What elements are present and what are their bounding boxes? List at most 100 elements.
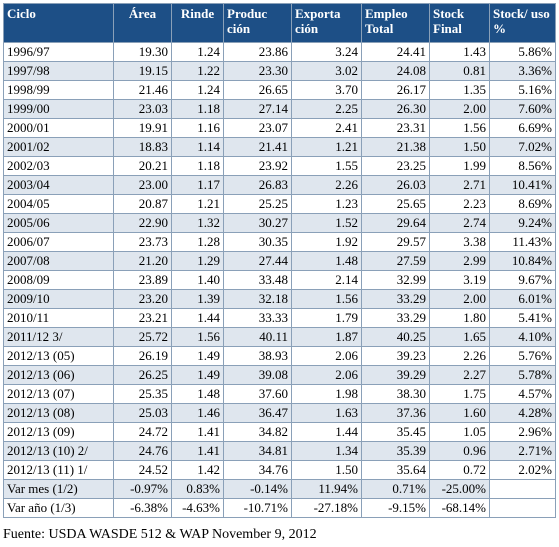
table-row: 2011/12 3/25.72 1.56 40.11 1.87 40.25 1.65 4.1…: [3, 327, 556, 347]
row-label-cell: 2006/07: [3, 232, 114, 252]
table-cell: [489, 479, 556, 499]
row-label-cell: 2012/13 (11) 1/: [3, 460, 114, 480]
table-cell: 2.00: [429, 289, 490, 309]
table-cell: 39.23: [361, 346, 430, 366]
table-cell: 3.38: [429, 232, 490, 252]
table-cell: 23.20: [113, 289, 172, 309]
table-row: 2012/13 (10) 2/24.76 1.41 34.81 1.34 35.39 0.…: [3, 441, 556, 461]
row-label-cell: 2011/12 3/: [3, 327, 114, 347]
table-cell: 4.28%: [489, 403, 556, 423]
table-cell: 29.57: [361, 232, 430, 252]
table-row: 2012/13 (06) 26.25 1.49 39.08 2.06 39.29 2.27 5…: [3, 365, 556, 385]
table-cell: 24.08: [361, 61, 430, 81]
table-cell: 27.44: [223, 251, 292, 271]
table-cell: 7.02%: [489, 137, 556, 157]
table-cell: 23.30: [223, 61, 292, 81]
table-cell: 1.32: [171, 213, 224, 233]
table-cell: 22.90: [113, 213, 172, 233]
table-cell: 11.94%: [291, 479, 362, 499]
table-cell: 38.30: [361, 384, 430, 404]
table-cell: 26.83: [223, 175, 292, 195]
table-row: 2002/03 20.21 1.18 23.92 1.55 23.25 1.99 8.56%: [3, 156, 556, 176]
table-cell: -9.15%: [361, 498, 430, 518]
table-row: 2012/13 (11) 1/24.52 1.42 34.76 1.50 35.64 0.…: [3, 460, 556, 480]
table-cell: 24.72: [113, 422, 172, 442]
table-cell: 1.50: [291, 460, 362, 480]
table-cell: 19.30: [113, 42, 172, 62]
row-label-cell: 2012/13 (06): [3, 365, 114, 385]
table-cell: 21.46: [113, 80, 172, 100]
table-cell: 1.63: [291, 403, 362, 423]
table-cell: 11.43%: [489, 232, 556, 252]
table-row: 2012/13 (05) 26.19 1.49 38.93 2.06 39.23 2.26 5…: [3, 346, 556, 366]
table-cell: 33.33: [223, 308, 292, 328]
table-cell: 1.49: [171, 346, 224, 366]
table-row: 1999/00 23.03 1.18 27.14 2.25 26.30 2.00 7.60%: [3, 99, 556, 119]
table-cell: 1.40: [171, 270, 224, 290]
table-cell: 40.25: [361, 327, 430, 347]
table-cell: 2.74: [429, 213, 490, 233]
table-cell: -27.18%: [291, 498, 362, 518]
table-cell: 1.35: [429, 80, 490, 100]
table-cell: 1.43: [429, 42, 490, 62]
table-cell: 0.96: [429, 441, 490, 461]
table-cell: 24.76: [113, 441, 172, 461]
table-cell: 19.15: [113, 61, 172, 81]
table-cell: 20.87: [113, 194, 172, 214]
table-cell: 35.45: [361, 422, 430, 442]
table-cell: 1.99: [429, 156, 490, 176]
table-cell: 3.02: [291, 61, 362, 81]
table-cell: 0.83%: [171, 479, 224, 499]
table-cell: 1.41: [171, 441, 224, 461]
table-cell: 1.56: [171, 327, 224, 347]
table-cell: 24.41: [361, 42, 430, 62]
table-cell: 39.29: [361, 365, 430, 385]
table-cell: 23.00: [113, 175, 172, 195]
table-cell: 1.55: [291, 156, 362, 176]
table-cell: 2.27: [429, 365, 490, 385]
table-cell: 1.49: [171, 365, 224, 385]
row-label-cell: 2009/10: [3, 289, 114, 309]
table-cell: 29.64: [361, 213, 430, 233]
data-table: Ciclo Área Rinde Produc ción Exporta ció…: [3, 3, 556, 518]
row-label-cell: Var año (1/3): [3, 498, 114, 518]
table-cell: 21.41: [223, 137, 292, 157]
table-cell: 4.10%: [489, 327, 556, 347]
table-cell: 40.11: [223, 327, 292, 347]
table-cell: 34.76: [223, 460, 292, 480]
header-area: Área: [113, 3, 172, 43]
row-label-cell: 2012/13 (10) 2/: [3, 441, 114, 461]
table-cell: 1.29: [171, 251, 224, 271]
table-cell: -0.97%: [113, 479, 172, 499]
table-cell: 2.23: [429, 194, 490, 214]
table-cell: 1.52: [291, 213, 362, 233]
table-cell: 2.99: [429, 251, 490, 271]
header-ciclo: Ciclo: [3, 3, 114, 43]
row-label-cell: 2012/13 (09): [3, 422, 114, 442]
table-row: 1998/99 21.46 1.24 26.65 3.70 26.17 1.35 5.16%: [3, 80, 556, 100]
table-cell: 1.14: [171, 137, 224, 157]
table-cell: 32.18: [223, 289, 292, 309]
table-cell: 21.20: [113, 251, 172, 271]
table-row: 2001/02 18.83 1.14 21.41 1.21 21.38 1.50 7.02%: [3, 137, 556, 157]
table-cell: 1.46: [171, 403, 224, 423]
table-cell: 2.26: [429, 346, 490, 366]
table-cell: 39.08: [223, 365, 292, 385]
table-cell: 26.17: [361, 80, 430, 100]
table-cell: 23.89: [113, 270, 172, 290]
table-cell: 1.92: [291, 232, 362, 252]
table-cell: 33.29: [361, 289, 430, 309]
table-cell: 23.86: [223, 42, 292, 62]
table-row: 2008/09 23.89 1.40 33.48 2.14 32.99 3.19 9.67%: [3, 270, 556, 290]
table-cell: 34.82: [223, 422, 292, 442]
table-cell: 1.34: [291, 441, 362, 461]
table-row: 2007/08 21.20 1.29 27.44 1.48 27.59 2.99 10.84%: [3, 251, 556, 271]
table-cell: 8.56%: [489, 156, 556, 176]
table-cell: 2.25: [291, 99, 362, 119]
table-cell: -10.71%: [223, 498, 292, 518]
table-cell: 32.99: [361, 270, 430, 290]
table-cell: 27.14: [223, 99, 292, 119]
row-label-cell: 1999/00: [3, 99, 114, 119]
table-cell: 5.41%: [489, 308, 556, 328]
table-row: 2012/13 (09) 24.72 1.41 34.82 1.44 35.45 1.05 2…: [3, 422, 556, 442]
